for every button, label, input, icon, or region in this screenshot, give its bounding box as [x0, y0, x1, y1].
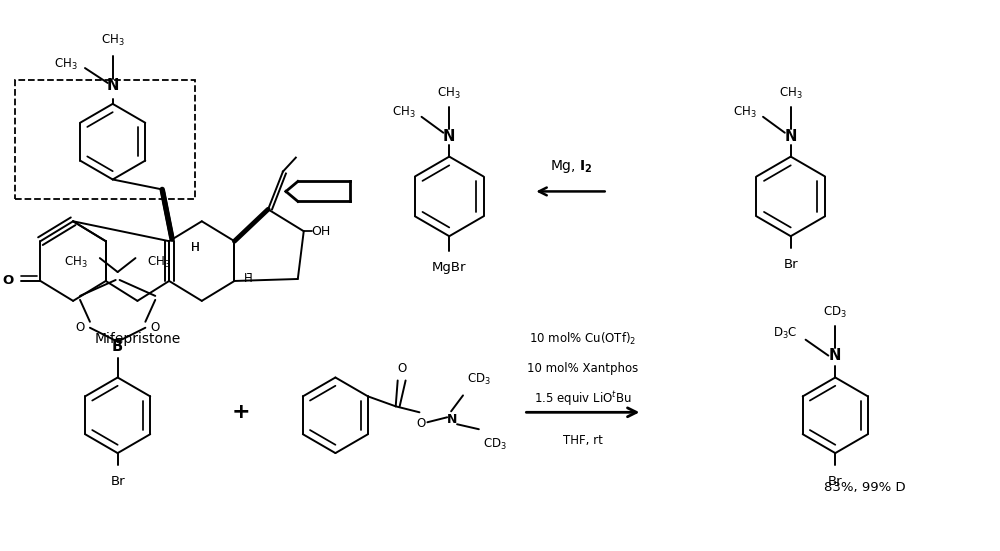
Text: B: B	[112, 339, 123, 354]
Text: Br: Br	[783, 258, 798, 271]
Text: 83%, 99% D: 83%, 99% D	[824, 482, 906, 494]
Text: H: H	[190, 241, 199, 253]
Text: Br: Br	[828, 475, 843, 488]
Text: CD$_3$: CD$_3$	[823, 305, 847, 320]
Text: CH$_3$: CH$_3$	[392, 105, 416, 120]
Text: CH$_3$: CH$_3$	[437, 86, 461, 101]
Text: 10 mol% Xantphos: 10 mol% Xantphos	[527, 362, 639, 375]
Text: O: O	[2, 274, 14, 288]
Text: CH$_3$: CH$_3$	[147, 255, 171, 269]
Text: THF, rt: THF, rt	[563, 434, 603, 447]
Text: O: O	[150, 321, 160, 334]
Text: OH: OH	[312, 225, 331, 237]
Text: H̄: H̄	[244, 273, 253, 285]
Text: N: N	[785, 129, 797, 144]
Text: D$_3$C: D$_3$C	[773, 326, 798, 341]
Text: N: N	[443, 129, 455, 144]
Text: Mg, $\mathbf{I_2}$: Mg, $\mathbf{I_2}$	[550, 158, 592, 175]
Text: N: N	[447, 413, 457, 426]
Text: CD$_3$: CD$_3$	[483, 437, 507, 452]
Text: Mifepristone: Mifepristone	[94, 332, 181, 345]
Text: 1.5 equiv LiO$^t$Bu: 1.5 equiv LiO$^t$Bu	[534, 389, 632, 408]
Text: MgBr: MgBr	[432, 261, 466, 274]
Text: O: O	[417, 417, 426, 430]
Text: CH$_3$: CH$_3$	[101, 33, 125, 48]
Text: N: N	[107, 78, 119, 94]
Bar	[15, 80, 195, 199]
Text: CH$_3$: CH$_3$	[733, 105, 757, 120]
Text: O: O	[397, 363, 406, 375]
Text: CH$_3$: CH$_3$	[54, 57, 78, 72]
Text: O: O	[76, 321, 85, 334]
Text: CD$_3$: CD$_3$	[467, 372, 491, 387]
Text: 10 mol% Cu(OTf)$_2$: 10 mol% Cu(OTf)$_2$	[529, 331, 637, 347]
Text: Br: Br	[110, 475, 125, 488]
Text: N: N	[829, 348, 841, 363]
Text: +: +	[232, 402, 251, 422]
Text: CH$_3$: CH$_3$	[64, 255, 88, 269]
Text: CH$_3$: CH$_3$	[779, 86, 803, 101]
Text: H: H	[190, 241, 199, 253]
